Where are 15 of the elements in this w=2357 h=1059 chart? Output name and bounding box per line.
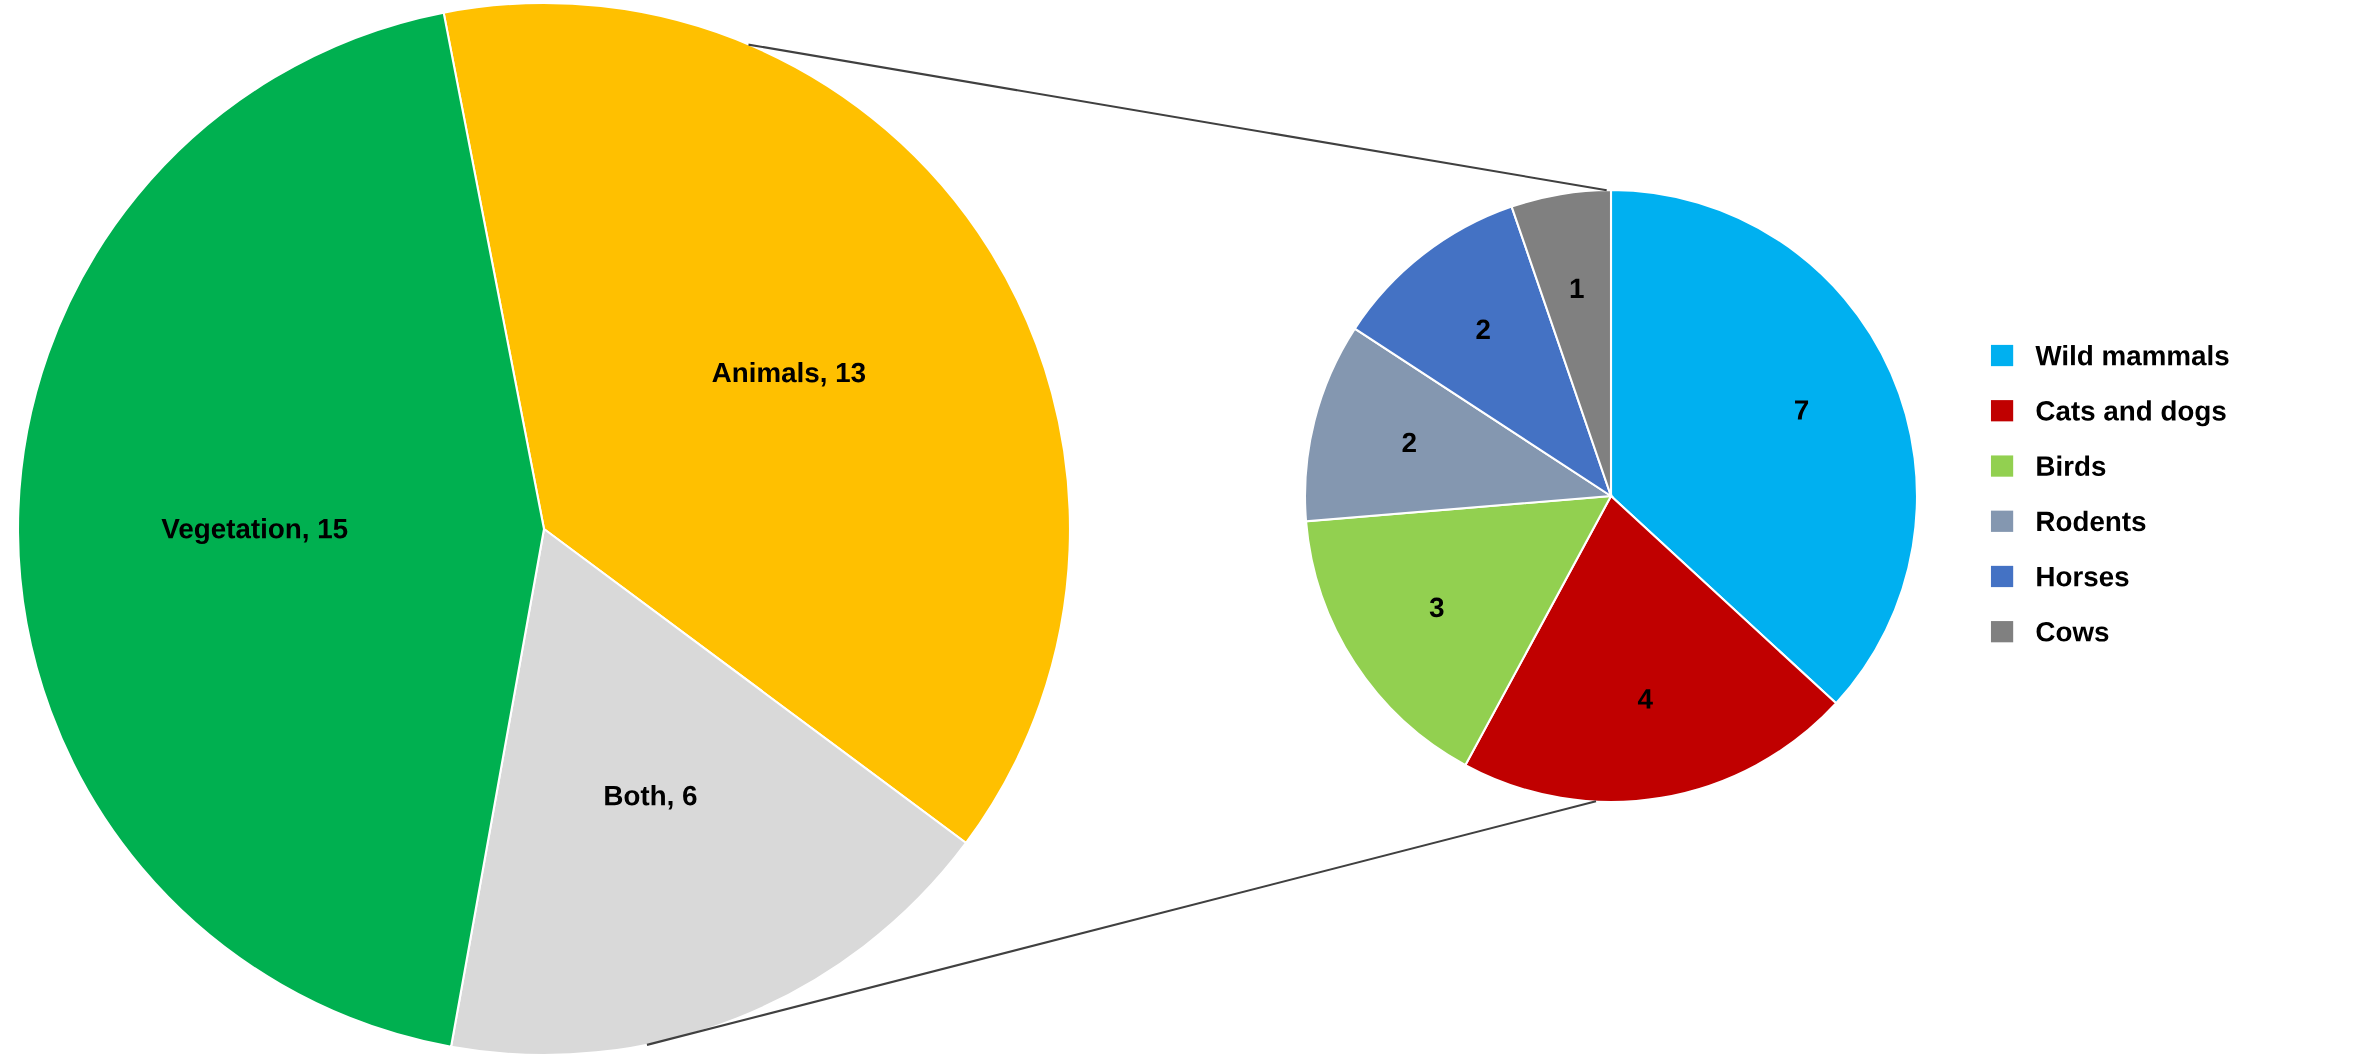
legend-label: Horses — [2037, 567, 2129, 587]
data-label: 4 — [1637, 689, 1653, 709]
data-label: 2 — [1402, 432, 1416, 453]
legend-label: Rodents — [2037, 510, 2146, 532]
data-label: Vegetation, 15 — [161, 518, 348, 545]
data-label: 1 — [1570, 278, 1584, 298]
data-label: Animals, 13 — [712, 361, 866, 387]
legend-label: Cats and dogs — [2036, 400, 2226, 427]
legend-label: Wild mammals — [2035, 345, 2229, 366]
data-label: Both, 6 — [605, 785, 697, 810]
data-label: 3 — [1429, 597, 1444, 618]
data-label: 7 — [1795, 400, 1809, 420]
legend-label: Birds — [2037, 455, 2106, 476]
legend-label: Cows — [2036, 621, 2109, 642]
data-label: 2 — [1476, 319, 1490, 339]
